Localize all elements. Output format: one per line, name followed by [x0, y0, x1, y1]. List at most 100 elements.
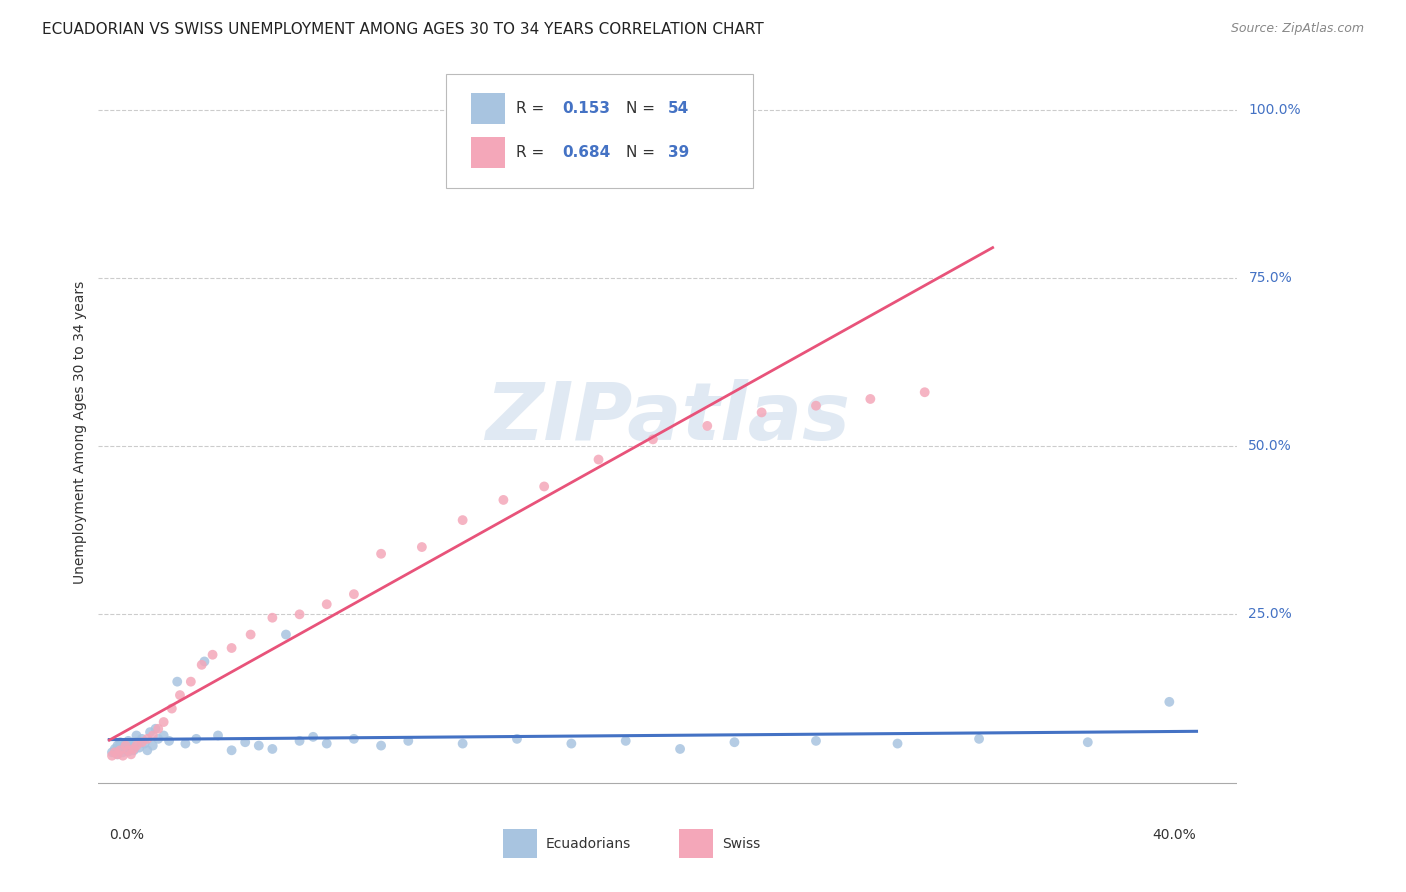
Point [315, 597, 337, 611]
Text: 0.0%: 0.0% [110, 828, 145, 842]
Point [221, 640, 243, 655]
Point [114, 740, 136, 755]
FancyBboxPatch shape [503, 829, 537, 858]
Point [696, 120, 718, 134]
Point [142, 739, 165, 753]
Point [111, 748, 134, 763]
Point [108, 743, 131, 757]
Point [193, 655, 215, 669]
Point [117, 734, 139, 748]
Point [370, 739, 392, 753]
Point [506, 731, 529, 746]
Point [343, 731, 366, 746]
Point [120, 742, 142, 756]
Point [804, 734, 827, 748]
Point [669, 742, 692, 756]
Point [111, 745, 134, 759]
Point [274, 627, 297, 641]
Point [131, 735, 153, 749]
Point [122, 743, 145, 757]
Point [451, 737, 474, 751]
Point [128, 740, 150, 755]
Text: 100.0%: 100.0% [1249, 103, 1301, 117]
Point [239, 627, 262, 641]
FancyBboxPatch shape [471, 93, 505, 124]
Point [136, 743, 159, 757]
Point [117, 745, 139, 759]
Point [886, 737, 908, 751]
Y-axis label: Unemployment Among Ages 30 to 34 years: Unemployment Among Ages 30 to 34 years [73, 281, 87, 584]
Point [262, 742, 284, 756]
Point [343, 587, 366, 601]
Point [134, 737, 156, 751]
Point [315, 737, 337, 751]
Point [190, 657, 212, 672]
Point [859, 392, 882, 406]
Point [804, 399, 827, 413]
Point [411, 540, 433, 554]
Point [157, 734, 180, 748]
Text: R =: R = [516, 145, 550, 161]
Point [451, 513, 474, 527]
Point [174, 737, 197, 751]
Point [131, 731, 153, 746]
Point [247, 739, 270, 753]
Point [492, 492, 515, 507]
Point [186, 731, 208, 746]
Point [180, 674, 202, 689]
Point [111, 742, 134, 756]
Text: ECUADORIAN VS SWISS UNEMPLOYMENT AMONG AGES 30 TO 34 YEARS CORRELATION CHART: ECUADORIAN VS SWISS UNEMPLOYMENT AMONG A… [42, 22, 763, 37]
Point [1077, 735, 1099, 749]
FancyBboxPatch shape [446, 73, 754, 188]
Point [641, 433, 664, 447]
Point [107, 747, 129, 762]
Point [122, 742, 145, 756]
Text: 75.0%: 75.0% [1249, 271, 1292, 285]
Point [148, 731, 170, 746]
Point [108, 735, 131, 749]
Point [169, 688, 191, 702]
Point [104, 742, 127, 756]
Point [370, 547, 392, 561]
Point [120, 747, 142, 762]
Point [288, 734, 311, 748]
Point [967, 731, 990, 746]
Point [148, 722, 170, 736]
Point [107, 747, 129, 762]
Point [166, 674, 188, 689]
Text: N =: N = [626, 101, 659, 116]
Text: 40.0%: 40.0% [1153, 828, 1197, 842]
FancyBboxPatch shape [679, 829, 713, 858]
Point [233, 735, 256, 749]
Point [1159, 695, 1181, 709]
Text: 39: 39 [668, 145, 689, 161]
Text: Source: ZipAtlas.com: Source: ZipAtlas.com [1230, 22, 1364, 36]
Text: 50.0%: 50.0% [1249, 439, 1292, 453]
Point [396, 734, 419, 748]
Point [221, 743, 243, 757]
Point [751, 405, 773, 419]
Point [101, 745, 124, 759]
Point [107, 739, 129, 753]
Point [104, 745, 127, 759]
Text: Ecuadorians: Ecuadorians [546, 837, 631, 850]
Point [152, 714, 174, 729]
Text: 0.153: 0.153 [562, 101, 610, 116]
Point [142, 729, 165, 743]
Point [114, 737, 136, 751]
Point [120, 739, 142, 753]
Text: N =: N = [626, 145, 659, 161]
Point [108, 743, 131, 757]
Text: 54: 54 [668, 101, 689, 116]
Point [125, 739, 148, 753]
Point [145, 722, 167, 736]
Text: Swiss: Swiss [723, 837, 761, 850]
Point [160, 701, 183, 715]
Point [723, 735, 745, 749]
Point [152, 729, 174, 743]
Point [533, 479, 555, 493]
Point [288, 607, 311, 622]
Point [117, 743, 139, 757]
Text: 25.0%: 25.0% [1249, 607, 1292, 622]
Point [262, 611, 284, 625]
